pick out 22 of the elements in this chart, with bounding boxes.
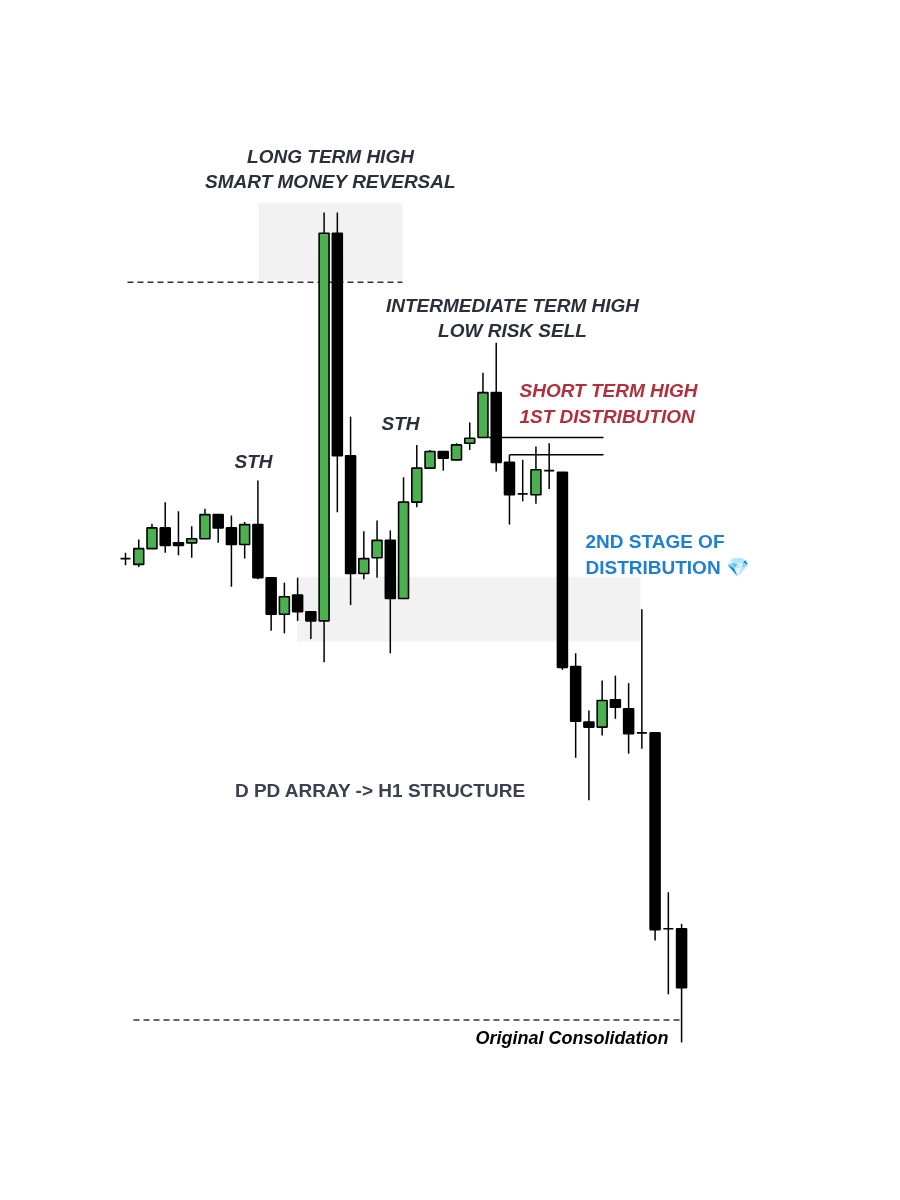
candlestick — [291, 576, 304, 622]
annotation: INTERMEDIATE TERM HIGH LOW RISK SELL — [386, 295, 641, 342]
annotation: STH — [381, 413, 421, 434]
annotation: D PD ARRAY -> H1 STRUCTURE — [234, 780, 526, 801]
candlestick — [278, 581, 291, 635]
candlestick — [172, 510, 185, 557]
ref-line-label: Original Consolidation — [475, 1028, 669, 1049]
candlestick — [238, 521, 251, 560]
candlestick — [636, 608, 648, 750]
candlestick — [662, 891, 675, 996]
candlestick — [463, 421, 476, 451]
band-label: LONG TERM HIGH SMART MONEY REVERSAL — [205, 146, 456, 193]
candlestick — [371, 519, 383, 579]
annotation: SHORT TERM HIGH 1ST DISTRIBUTION — [519, 380, 699, 427]
candlestick — [609, 674, 622, 720]
annotation: 2ND STAGE OF DISTRIBUTION 💎 — [585, 531, 750, 578]
candlestick — [132, 538, 145, 568]
annotation: STH — [234, 451, 274, 472]
candlestick — [185, 525, 198, 559]
candlestick — [516, 459, 529, 503]
candlestick — [358, 530, 370, 581]
candlestick — [225, 514, 238, 588]
